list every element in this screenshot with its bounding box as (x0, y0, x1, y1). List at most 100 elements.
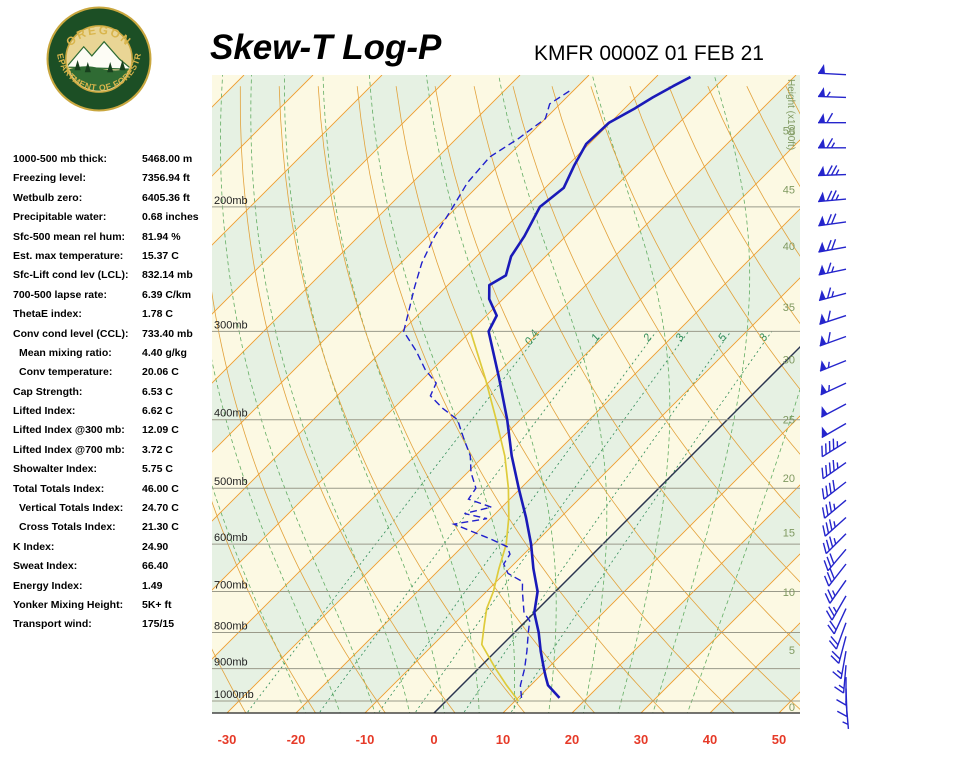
index-label: Transport wind: (13, 618, 92, 631)
page-title: Skew-T Log-P (210, 28, 442, 67)
height-axis-label: Height (x1000ft) (785, 79, 796, 150)
index-label: Cross Totals Index: (19, 521, 116, 534)
index-label: Vertical Totals Index: (19, 502, 124, 515)
dry-adiabats (212, 86, 800, 713)
svg-text:500mb: 500mb (214, 476, 248, 488)
plot-area: 0.4 1 2 3 5 8 (212, 75, 800, 713)
wind-barb (821, 499, 847, 519)
wind-barb (823, 548, 847, 572)
svg-text:10: 10 (496, 732, 510, 747)
index-value: 3.72 C (142, 443, 173, 456)
index-label: Precipitable water: (13, 211, 107, 224)
index-value: 4.40 g/kg (142, 346, 187, 359)
index-label: Conv cond level (CCL): (13, 327, 129, 340)
wind-barb (817, 64, 847, 76)
index-label: Conv temperature: (19, 366, 113, 379)
index-value: 24.70 C (142, 502, 179, 515)
svg-text:-20: -20 (287, 732, 306, 747)
svg-text:5: 5 (789, 645, 795, 657)
pressure-labels: 200mb 300mb 400mb 500mb 600mb 700mb 800mb 900mb… (214, 195, 254, 701)
svg-text:25: 25 (783, 415, 795, 427)
svg-text:40: 40 (783, 241, 795, 253)
index-value: 175/15 (142, 618, 175, 631)
odf-logo: OREGON DEPARTMENT OF FORESTRY (46, 6, 152, 112)
index-row: Cross Totals Index: 21.30 C (13, 521, 213, 540)
index-label: Yonker Mixing Height: (13, 598, 124, 611)
index-row: 1000-500 mb thick: 5468.00 m (13, 153, 213, 172)
wind-barb (819, 331, 847, 347)
moist-adiabats (212, 75, 800, 713)
index-row: Transport wind: 175/15 (13, 618, 213, 637)
wind-barb (818, 262, 847, 276)
index-label: Lifted Index: (13, 405, 76, 418)
temperature-tick-labels: -30 -20 -10 0 10 20 30 40 50 (218, 732, 787, 747)
dewpoint-curve (402, 90, 571, 698)
wind-barb (819, 310, 847, 325)
svg-text:30: 30 (783, 355, 795, 367)
index-value: 15.37 C (142, 249, 179, 262)
index-row: Precipitable water: 0.68 inches (13, 211, 213, 230)
wind-barb (818, 137, 846, 149)
svg-text:20: 20 (783, 473, 795, 485)
svg-text:15: 15 (783, 528, 795, 540)
index-value: 66.40 (142, 560, 169, 573)
index-value: 1.78 C (142, 308, 173, 321)
index-row: Lifted Index @700 mb: 3.72 C (13, 444, 213, 463)
index-label: Showalter Index: (13, 463, 98, 476)
wind-barb (834, 665, 847, 694)
wind-barb (817, 165, 847, 177)
index-label: Est. max temperature: (13, 249, 124, 262)
wind-barb (822, 516, 847, 537)
index-row: Sfc-Lift cond lev (LCL): 832.14 mb (13, 269, 213, 288)
index-value: 6.62 C (142, 405, 173, 418)
station-datetime: KMFR 0000Z 01 FEB 21 (534, 42, 764, 65)
index-label: Sfc-Lift cond lev (LCL): (13, 269, 129, 282)
index-label: Lifted Index @300 mb: (13, 424, 125, 437)
index-value: 5468.00 m (142, 153, 193, 165)
svg-text:40: 40 (703, 732, 717, 747)
index-row: Wetbulb zero: 6405.36 ft (13, 192, 213, 211)
mixing-ratio-lines (246, 331, 773, 713)
wind-barb (818, 239, 847, 253)
index-row: Energy Index: 1.49 (13, 580, 213, 599)
index-row: Sweat Index: 66.40 (13, 560, 213, 579)
index-row: Mean mixing ratio: 4.40 g/kg (13, 347, 213, 366)
svg-text:600mb: 600mb (214, 532, 248, 544)
wind-barb (821, 459, 847, 480)
wind-barb (819, 359, 847, 372)
wind-barb (820, 403, 847, 418)
svg-text:200mb: 200mb (214, 195, 248, 207)
svg-text:0: 0 (789, 702, 795, 714)
wind-barb (818, 213, 847, 227)
wind-barb (828, 622, 847, 650)
index-label: Cap Strength: (13, 385, 83, 398)
index-label: K Index: (13, 540, 55, 553)
wind-barb (832, 650, 847, 680)
wind-barb (825, 595, 847, 621)
wind-barb (818, 112, 846, 124)
index-row: Freezing level: 7356.94 ft (13, 172, 213, 191)
index-value: 81.94 % (142, 230, 181, 243)
wind-barb-column (817, 64, 850, 729)
svg-text:800mb: 800mb (214, 620, 248, 632)
indices-panel: 1000-500 mb thick: 5468.00 m Freezing leve… (13, 153, 213, 638)
index-label: Sfc-500 mean rel hum: (13, 230, 126, 243)
index-row: ThetaE index: 1.78 C (13, 308, 213, 327)
index-row: Est. max temperature: 15.37 C (13, 250, 213, 269)
index-row: Lifted Index: 6.62 C (13, 405, 213, 424)
index-label: Total Totals Index: (13, 482, 105, 495)
svg-text:35: 35 (783, 302, 795, 314)
svg-text:50: 50 (772, 732, 786, 747)
index-row: Yonker Mixing Height: 5K+ ft (13, 599, 213, 618)
wind-barb (821, 479, 847, 500)
index-value: 20.06 C (142, 366, 179, 379)
wind-barb (836, 677, 847, 706)
index-label: Freezing level: (13, 172, 86, 185)
svg-text:10: 10 (783, 587, 795, 599)
index-label: ThetaE index: (13, 308, 82, 321)
index-row: Lifted Index @300 mb: 12.09 C (13, 424, 213, 443)
svg-text:400mb: 400mb (214, 408, 248, 420)
index-label: Wetbulb zero: (13, 191, 83, 204)
svg-text:30: 30 (634, 732, 648, 747)
